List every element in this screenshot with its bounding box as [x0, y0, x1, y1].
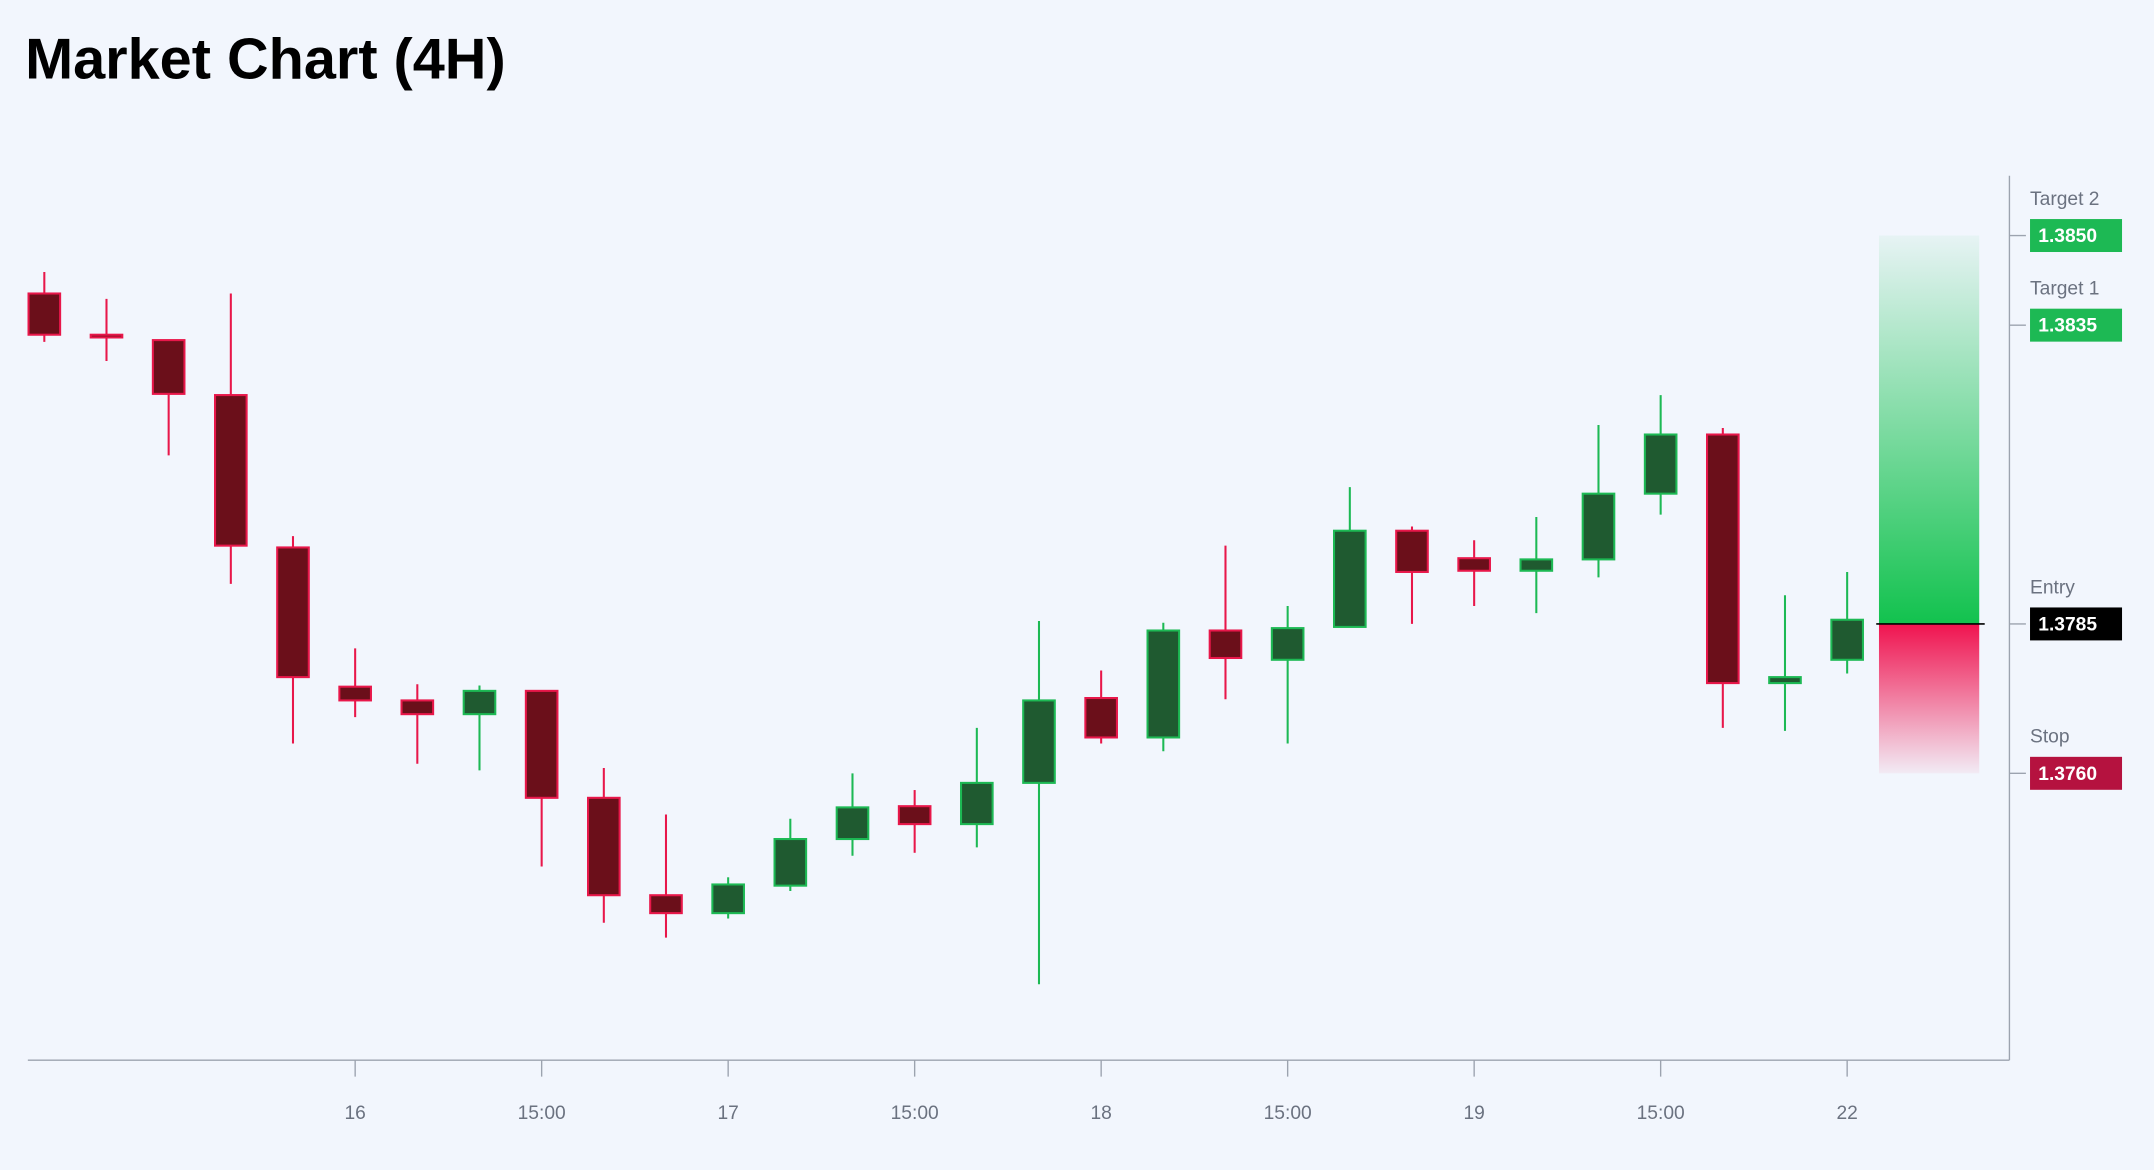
- candle-body: [400, 699, 435, 716]
- level-name: Target 2: [2030, 189, 2099, 210]
- candle-body: [1022, 699, 1056, 784]
- candle-body: [773, 838, 808, 887]
- x-tick-label: 17: [717, 1103, 738, 1124]
- x-tick-label: 15:00: [518, 1103, 566, 1124]
- candle-body: [27, 292, 62, 336]
- candle-body: [1332, 529, 1367, 628]
- level-name: Stop: [2030, 727, 2070, 748]
- candle-body: [587, 796, 621, 897]
- candle-body: [1457, 557, 1491, 572]
- candle-body: [1208, 629, 1243, 660]
- candle-body: [1830, 618, 1864, 661]
- candle-body: [835, 806, 870, 841]
- candle-body: [462, 689, 497, 716]
- loss-zone: [1878, 623, 1980, 774]
- candle-body: [89, 333, 124, 339]
- chart-title: Market Chart (4H): [25, 27, 506, 91]
- x-tick-label: 15:00: [891, 1103, 939, 1124]
- x-tick-label: 18: [1090, 1103, 1111, 1124]
- level-value: 1.3760: [2038, 764, 2097, 785]
- level-badge: [2030, 308, 2123, 342]
- candle-body: [1519, 558, 1554, 572]
- level-name: Target 1: [2030, 279, 2099, 300]
- x-tick-label: 15:00: [1637, 1103, 1685, 1124]
- candle-body: [711, 883, 745, 915]
- profit-zone: [1878, 235, 1980, 624]
- candle-body: [1581, 492, 1616, 561]
- candle-body: [959, 781, 994, 826]
- x-tick-label: 16: [344, 1103, 365, 1124]
- candle-body: [1270, 627, 1305, 661]
- candle-body: [1768, 676, 1802, 685]
- candle-body: [1705, 433, 1740, 685]
- candle-body: [1146, 629, 1181, 739]
- candle-body: [524, 689, 559, 799]
- level-name: Entry: [2030, 577, 2075, 598]
- candle-body: [338, 685, 372, 702]
- x-tick-label: 15:00: [1264, 1103, 1312, 1124]
- level-badge: [2030, 756, 2123, 790]
- x-tick-label: 19: [1463, 1103, 1484, 1124]
- candle-body: [151, 339, 186, 395]
- candle-body: [214, 394, 248, 547]
- candle-body: [1643, 433, 1678, 495]
- level-value: 1.3785: [2038, 614, 2097, 635]
- candle-body: [1395, 529, 1429, 573]
- level-value: 1.3835: [2038, 316, 2097, 337]
- x-tick-label: 22: [1836, 1103, 1857, 1124]
- candle-body: [1084, 696, 1118, 739]
- level-badge: [2030, 607, 2123, 641]
- candle-body: [897, 805, 932, 826]
- candle-body: [649, 894, 683, 915]
- level-value: 1.3850: [2038, 226, 2097, 247]
- level-badge: [2030, 219, 2123, 253]
- candle-body: [276, 546, 310, 679]
